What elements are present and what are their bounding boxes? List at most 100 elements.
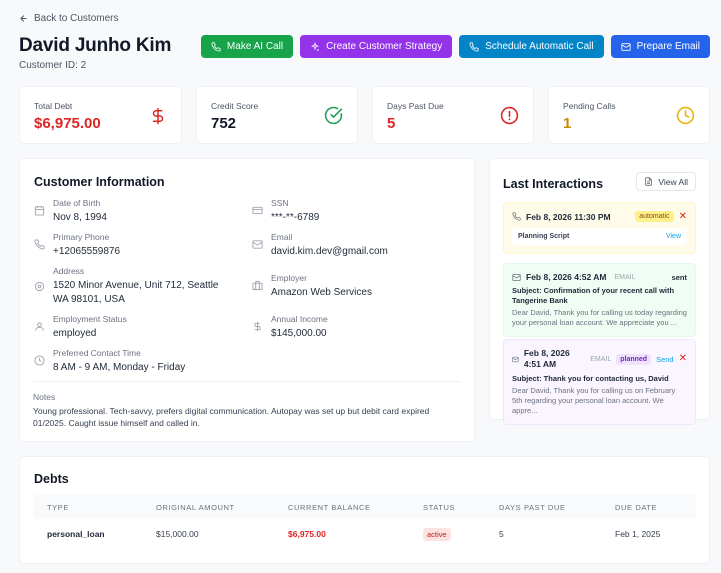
interaction-item-email-sent[interactable]: Feb 8, 2026 4:52 AM EMAIL sent Subject: … <box>503 263 696 337</box>
email-subject: Subject: Thank you for contacting us, Da… <box>512 374 669 383</box>
field-primary-phone: Primary Phone +12065559876 <box>34 232 120 259</box>
mail-icon <box>512 356 519 362</box>
field-value: employed <box>53 328 97 339</box>
mail-icon <box>252 239 263 259</box>
prepare-email-label: Prepare Email <box>636 41 700 52</box>
days-past-due: 5 <box>499 529 504 539</box>
stat-value: 1 <box>563 115 572 132</box>
field-date-of-birth: Date of Birth Nov 8, 1994 <box>34 198 107 225</box>
sent-status: sent <box>671 272 687 282</box>
table-row[interactable]: personal_loan $15,000.00 $6,975.00 activ… <box>33 519 696 549</box>
field-annual-income: Annual Income $145,000.00 <box>252 314 328 341</box>
credit-card-icon <box>252 205 263 225</box>
field-label: Preferred Contact Time <box>53 348 141 358</box>
last-interactions-card: Last Interactions View All Feb 8, 2026 1… <box>489 158 710 425</box>
phone-icon <box>211 41 221 52</box>
field-value: Amazon Web Services <box>271 287 372 298</box>
clock-icon <box>34 355 45 375</box>
field-employment-status: Employment Status employed <box>34 314 127 341</box>
field-value: ***-**-6789 <box>271 212 320 223</box>
create-customer-strategy-button[interactable]: Create Customer Strategy <box>300 35 453 58</box>
field-label: Email <box>271 232 293 242</box>
column-header: STATUS <box>409 495 485 519</box>
customer-id: Customer ID: 2 <box>19 60 87 71</box>
field-value: david.kim.dev@gmail.com <box>271 246 388 257</box>
view-script-link[interactable]: View <box>665 233 681 240</box>
field-label: Primary Phone <box>53 232 110 242</box>
stat-card-total-debt: Total Debt $6,975.00 <box>19 86 182 144</box>
stat-value: $6,975.00 <box>34 115 101 132</box>
column-header: DUE DATE <box>601 495 696 519</box>
arrow-left-icon <box>20 15 27 22</box>
check-circle-icon <box>324 106 343 125</box>
stat-label: Pending Calls <box>563 101 616 111</box>
email-preview: Dear David, Thank you for calling us on … <box>512 386 676 415</box>
table-header-row: TYPE ORIGINAL AMOUNT CURRENT BALANCE STA… <box>33 495 696 519</box>
make-ai-call-label: Make AI Call <box>226 41 284 52</box>
debts-table: TYPE ORIGINAL AMOUNT CURRENT BALANCE STA… <box>33 495 696 549</box>
field-email: Email david.kim.dev@gmail.com <box>252 232 388 259</box>
column-header: TYPE <box>33 495 142 519</box>
interaction-item-email-planned[interactable]: Feb 8, 2026 4:51 AM EMAIL planned Send ✕… <box>503 339 696 425</box>
briefcase-icon <box>252 280 263 300</box>
stat-card-credit-score: Credit Score 752 <box>196 86 358 144</box>
view-all-label: View All <box>658 176 688 187</box>
planning-script-row: Planning Script View <box>512 228 687 245</box>
column-header: ORIGINAL AMOUNT <box>142 495 274 519</box>
field-label: Date of Birth <box>53 198 101 208</box>
phone-icon <box>469 41 479 52</box>
script-label: Planning Script <box>518 233 570 240</box>
interaction-type: EMAIL <box>614 273 636 281</box>
interaction-date: Feb 8, 2026 4:51 AM <box>523 348 570 369</box>
field-label: Employer <box>271 273 307 283</box>
field-value: $145,000.00 <box>271 328 327 339</box>
interaction-date: Feb 8, 2026 11:30 PM <box>526 211 611 222</box>
schedule-automatic-call-button[interactable]: Schedule Automatic Call <box>459 35 604 58</box>
close-icon[interactable]: ✕ <box>678 353 687 364</box>
stat-card-days-past-due: Days Past Due 5 <box>372 86 534 144</box>
field-label: Employment Status <box>53 314 127 324</box>
field-label: Annual Income <box>271 314 328 324</box>
original-amount: $15,000.00 <box>156 529 199 539</box>
close-icon[interactable]: ✕ <box>678 210 687 222</box>
interaction-type: EMAIL <box>590 355 612 363</box>
stat-label: Total Debt <box>34 101 73 111</box>
file-icon <box>645 177 653 186</box>
column-header: CURRENT BALANCE <box>274 495 409 519</box>
automatic-badge: automatic <box>635 211 674 222</box>
prepare-email-button[interactable]: Prepare Email <box>610 35 710 58</box>
field-value: 8 AM - 9 AM, Monday - Friday <box>53 362 186 373</box>
clock-icon <box>676 106 695 125</box>
current-balance: $6,975.00 <box>288 529 326 539</box>
interaction-item-call[interactable]: Feb 8, 2026 11:30 PM automatic ✕ Plannin… <box>503 202 696 254</box>
customer-information-card: Customer Information Date of Birth Nov 8,… <box>19 158 475 442</box>
view-all-button[interactable]: View All <box>636 172 696 191</box>
phone-icon <box>34 239 45 259</box>
field-address: Address 1520 Minor Avenue, Unit 712, Seat… <box>34 266 233 307</box>
sparkles-icon <box>310 41 320 51</box>
notes-label: Notes <box>33 392 56 402</box>
dollar-icon <box>252 321 263 341</box>
divider <box>33 381 461 382</box>
dollar-icon <box>149 106 167 126</box>
send-button[interactable]: Send <box>656 354 674 364</box>
field-employer: Employer Amazon Web Services <box>252 273 372 300</box>
status-badge: active <box>423 528 451 541</box>
stat-value: 5 <box>387 115 396 132</box>
back-to-customers-link[interactable]: Back to Customers <box>19 13 118 24</box>
field-preferred-contact-time: Preferred Contact Time 8 AM - 9 AM, Monda… <box>34 348 185 375</box>
stat-card-pending-calls: Pending Calls 1 <box>548 86 710 144</box>
debt-type: personal_loan <box>47 529 105 539</box>
stat-label: Credit Score <box>211 101 259 111</box>
field-value: +12065559876 <box>53 246 121 257</box>
make-ai-call-button[interactable]: Make AI Call <box>200 35 294 58</box>
schedule-call-label: Schedule Automatic Call <box>485 41 594 52</box>
alert-circle-icon <box>500 106 519 125</box>
user-icon <box>34 321 45 341</box>
planned-badge: planned <box>616 353 652 365</box>
notes-text: Young professional. Tech-savvy, prefers … <box>33 406 430 428</box>
action-buttons: Make AI Call Create Customer Strategy Sc… <box>200 35 710 58</box>
email-subject: Subject: Confirmation of your recent cal… <box>512 286 675 305</box>
field-value: Nov 8, 1994 <box>53 212 107 223</box>
mail-icon <box>512 273 521 281</box>
